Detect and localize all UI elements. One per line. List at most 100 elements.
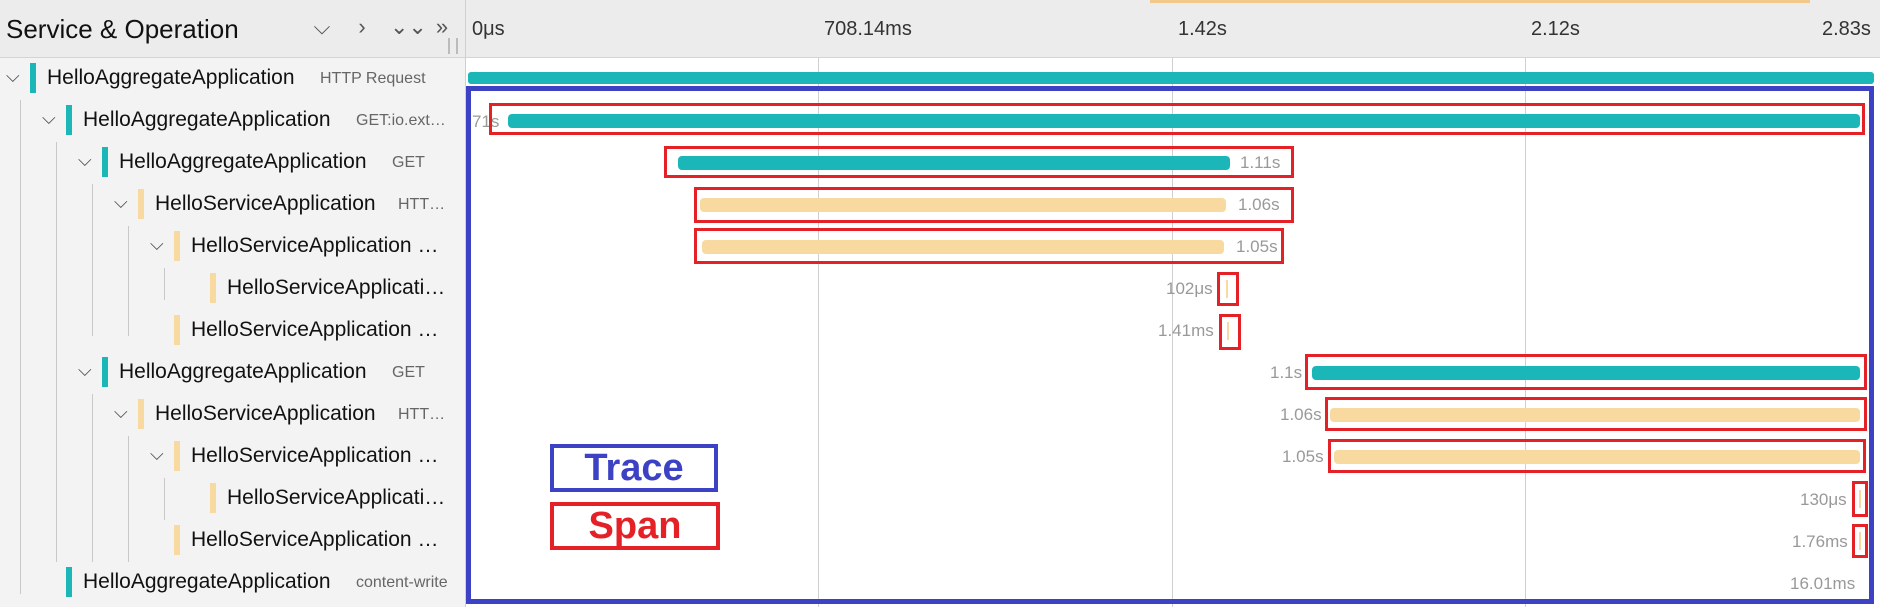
span-bar[interactable]: [700, 198, 1226, 212]
tree-guide: [56, 142, 57, 562]
tick-label: 2.83s: [1822, 18, 1871, 40]
span-row[interactable]: ⌵ HelloAggregateApplication GET:io.ext…: [0, 100, 1880, 142]
service-color-marker: [66, 567, 72, 597]
span-bar[interactable]: [1330, 408, 1860, 422]
service-color-marker: [102, 357, 108, 387]
span-highlight-box: [1852, 481, 1868, 517]
tick-label: 708.14ms: [824, 18, 912, 40]
span-tree-pane: [0, 58, 465, 607]
span-row[interactable]: ⌵ HelloServiceApplication HTT…: [0, 184, 1880, 226]
span-duration: 16.01ms: [1790, 574, 1856, 593]
span-highlight-box: [1325, 397, 1867, 431]
service-name: HelloServiceApplication …: [191, 318, 439, 341]
span-duration: 102μs: [1166, 279, 1213, 298]
span-row[interactable]: HelloServiceApplicati…: [0, 478, 1880, 520]
service-name: HelloServiceApplication: [155, 192, 376, 215]
service-color-marker: [102, 147, 108, 177]
operation-name: content-write: [356, 574, 448, 591]
span-row[interactable]: HelloServiceApplication …: [0, 520, 1880, 562]
chevron-down-icon[interactable]: ⌵: [150, 234, 164, 254]
tree-guide: [20, 100, 21, 594]
span-bar[interactable]: [1227, 322, 1229, 340]
span-highlight-box: [1852, 524, 1868, 558]
span-bar[interactable]: [1312, 366, 1860, 380]
grid-line: [818, 58, 819, 607]
span-bar[interactable]: [678, 156, 1230, 170]
span-duration: 1.11s: [1240, 153, 1281, 172]
span-duration: 1.1s: [1270, 363, 1303, 382]
span-bar[interactable]: [702, 240, 1224, 254]
span-duration: 1.05s: [1236, 237, 1278, 256]
service-name: HelloServiceApplicati…: [227, 486, 446, 509]
service-color-marker: [210, 273, 216, 303]
service-name: HelloAggregateApplication: [119, 150, 367, 173]
span-duration: 1.76ms: [1792, 532, 1848, 551]
chevron-down-icon[interactable]: ⌵: [6, 66, 20, 86]
operation-name: GET: [392, 364, 425, 381]
collapse-one-icon[interactable]: ⌵: [313, 14, 331, 39]
span-bar[interactable]: [468, 72, 1874, 84]
tick-label: 1.42s: [1178, 18, 1227, 40]
span-bar[interactable]: [508, 114, 1860, 128]
tree-guide: [92, 394, 93, 562]
span-row[interactable]: ⌵ HelloAggregateApplication GET: [0, 142, 1880, 184]
span-row[interactable]: HelloServiceApplication …: [0, 310, 1880, 352]
service-color-marker: [30, 63, 36, 93]
span-row[interactable]: ⌵ HelloServiceApplication HTT…: [0, 394, 1880, 436]
span-bar[interactable]: [1859, 490, 1861, 508]
service-name: HelloServiceApplication …: [191, 444, 439, 467]
operation-name: HTTP Request: [320, 70, 426, 87]
timeline-header: Service & Operation ⌵ › ⌄⌄ » 0μs 708.14m…: [0, 0, 1880, 58]
tick-label: 0μs: [472, 18, 505, 40]
collapse-all-icon[interactable]: ⌄⌄: [390, 14, 427, 39]
span-bar[interactable]: [1226, 280, 1228, 298]
span-highlight-box: [1219, 314, 1241, 350]
grid-line: [1525, 58, 1526, 607]
span-duration: 71s: [472, 112, 500, 131]
tree-guide: [164, 478, 165, 520]
service-color-marker: [210, 483, 216, 513]
span-row[interactable]: HelloAggregateApplication content-write: [0, 562, 1880, 604]
chevron-down-icon[interactable]: ⌵: [114, 192, 128, 212]
tree-guide: [92, 184, 93, 336]
span-bar[interactable]: [1334, 450, 1860, 464]
operation-name: GET: [392, 154, 425, 171]
service-name: HelloServiceApplication: [155, 402, 376, 425]
service-name: HelloAggregateApplication: [83, 108, 331, 131]
chevron-down-icon[interactable]: ⌵: [42, 108, 56, 128]
chevron-down-icon[interactable]: ⌵: [78, 150, 92, 170]
service-name: HelloServiceApplication …: [191, 234, 439, 257]
operation-name: HTT…: [398, 196, 446, 213]
column-resize-handle[interactable]: [448, 38, 458, 54]
service-color-marker: [174, 315, 180, 345]
service-name: HelloAggregateApplication: [47, 66, 295, 89]
service-name: HelloAggregateApplication: [83, 570, 331, 593]
pane-divider[interactable]: [465, 0, 466, 607]
tick-label: 2.12s: [1531, 18, 1580, 40]
expand-all-icon[interactable]: »: [435, 14, 449, 39]
span-duration: 130μs: [1800, 490, 1847, 509]
chevron-down-icon[interactable]: ⌵: [150, 444, 164, 464]
service-color-marker: [174, 441, 180, 471]
span-row[interactable]: ⌵ HelloServiceApplication …: [0, 436, 1880, 478]
span-highlight-box: [1217, 272, 1239, 306]
span-row[interactable]: HelloServiceApplicati…: [0, 268, 1880, 310]
span-row[interactable]: ⌵ HelloServiceApplication …: [0, 226, 1880, 268]
service-name: HelloServiceApplicati…: [227, 276, 446, 299]
span-highlight-box: [1305, 354, 1867, 390]
span-duration: 1.06s: [1238, 195, 1280, 214]
span-row[interactable]: ⌵ HelloAggregateApplication HTTP Request: [0, 58, 1880, 100]
trace-legend: Trace: [550, 444, 718, 492]
expand-one-icon[interactable]: ›: [358, 14, 366, 39]
span-highlight-box: [664, 146, 1294, 178]
chevron-down-icon[interactable]: ⌵: [78, 360, 92, 380]
span-highlight-box: [1328, 439, 1866, 473]
span-row[interactable]: ⌵ HelloAggregateApplication GET: [0, 352, 1880, 394]
span-bar[interactable]: [1859, 532, 1861, 550]
tree-guide: [164, 268, 165, 300]
service-color-marker: [138, 399, 144, 429]
chevron-down-icon[interactable]: ⌵: [114, 402, 128, 422]
trace-highlight-box: [466, 86, 1874, 604]
span-duration: 1.05s: [1282, 447, 1324, 466]
span-highlight-box: [694, 228, 1284, 264]
